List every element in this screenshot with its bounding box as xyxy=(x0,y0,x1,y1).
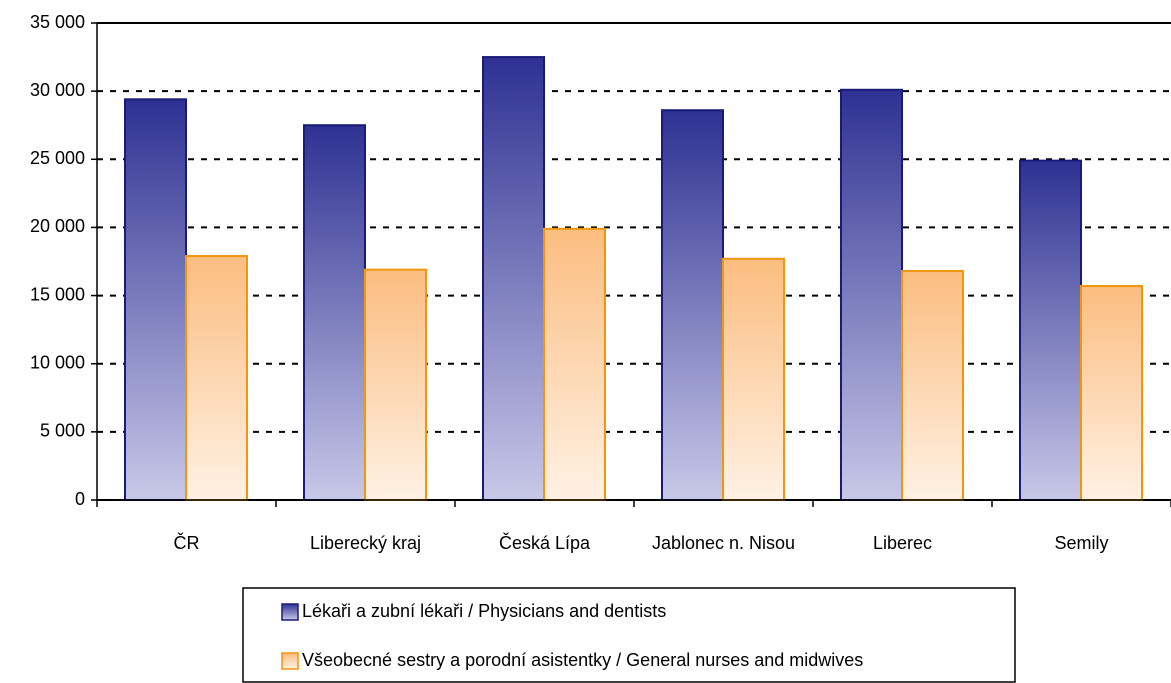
legend-box xyxy=(242,587,1016,683)
bar xyxy=(124,98,187,501)
x-tick-label: ČR xyxy=(174,532,200,553)
x-tick-label: Liberecký kraj xyxy=(310,533,421,553)
bar xyxy=(722,257,785,501)
bar xyxy=(901,270,964,502)
y-tick-label: 15 000 xyxy=(30,284,85,304)
x-tick-label: Česká Lípa xyxy=(499,532,591,553)
y-tick-label: 10 000 xyxy=(30,352,85,372)
legend-label: Lékaři a zubní lékaři / Physicians and d… xyxy=(302,601,666,621)
bar xyxy=(364,268,427,502)
y-tick-label: 0 xyxy=(75,489,85,509)
y-tick-label: 25 000 xyxy=(30,148,85,168)
bar xyxy=(1080,285,1143,501)
y-tick-label: 5 000 xyxy=(40,421,85,441)
bar xyxy=(303,124,366,501)
legend-label: Všeobecné sestry a porodní asistentky / … xyxy=(302,650,863,670)
bar xyxy=(482,56,545,501)
x-tick-label: Semily xyxy=(1054,533,1108,553)
bar xyxy=(543,227,606,501)
bar xyxy=(840,88,903,501)
bar xyxy=(185,255,248,502)
y-tick-label: 20 000 xyxy=(30,216,85,236)
y-tick-label: 35 000 xyxy=(30,12,85,32)
bar xyxy=(661,109,724,501)
bar xyxy=(1019,159,1082,502)
y-tick-label: 30 000 xyxy=(30,80,85,100)
x-tick-label: Jablonec n. Nisou xyxy=(652,533,795,553)
x-tick-label: Liberec xyxy=(873,533,932,553)
legend-swatch xyxy=(281,652,299,670)
legend-swatch xyxy=(281,603,299,621)
